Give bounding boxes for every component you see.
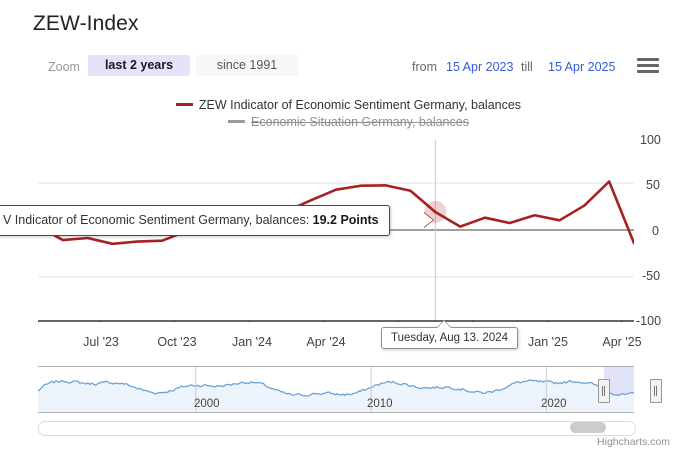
till-label: till xyxy=(521,60,533,74)
x-axis-tick-oct-23: Oct '23 xyxy=(157,335,197,349)
navigator-year-2000: 2000 xyxy=(194,398,220,410)
page-title: ZEW-Index xyxy=(33,12,139,35)
x-axis-tick-jan-24: Jan '24 xyxy=(232,335,272,349)
tooltip-pointer xyxy=(424,213,433,227)
point-tooltip: V Indicator of Economic Sentiment German… xyxy=(0,205,390,236)
legend-item-zew-indicator[interactable]: ZEW Indicator of Economic Sentiment Germ… xyxy=(0,97,697,114)
range-button-last-2-years[interactable]: last 2 years xyxy=(88,55,190,76)
y-axis-tick-0: 0 xyxy=(652,224,659,238)
navigator-handle-right[interactable] xyxy=(650,379,662,403)
credits-link[interactable]: Highcharts.com xyxy=(597,436,670,448)
navigator-handle-left[interactable] xyxy=(598,379,610,403)
y-axis-tick-100: 100 xyxy=(640,133,661,147)
y-axis-tick-minus-50: -50 xyxy=(642,269,661,283)
scrollbar-track[interactable] xyxy=(38,421,636,436)
x-axis-tick-jan-25: Jan '25 xyxy=(528,335,568,349)
till-date-input[interactable]: 15 Apr 2025 xyxy=(548,60,616,74)
legend-item-label: Economic Situation Germany, balances xyxy=(251,115,469,129)
tooltip-value: 19.2 Points xyxy=(312,213,379,227)
legend-item-label: ZEW Indicator of Economic Sentiment Germ… xyxy=(198,98,522,112)
legend-item-economic-situation[interactable]: Economic Situation Germany, balances xyxy=(0,114,697,131)
tooltip-series-text: V Indicator of Economic Sentiment German… xyxy=(3,213,313,227)
navigator-year-2010: 2010 xyxy=(367,398,393,410)
navigator[interactable] xyxy=(38,366,634,414)
navigator-year-2020: 2020 xyxy=(541,398,567,410)
zoom-label: Zoom xyxy=(48,60,80,74)
legend-swatch-icon xyxy=(228,120,246,124)
x-axis-tick-apr-25: Apr '25 xyxy=(602,335,642,349)
x-tooltip-pointer xyxy=(437,321,451,328)
scrollbar-thumb[interactable] xyxy=(570,422,606,433)
from-date-input[interactable]: 15 Apr 2023 xyxy=(446,60,514,74)
range-button-since-1991[interactable]: since 1991 xyxy=(196,55,298,76)
y-axis-tick-50: 50 xyxy=(646,178,660,192)
hamburger-menu-icon[interactable] xyxy=(637,57,659,75)
legend-swatch-icon xyxy=(175,103,193,107)
x-axis-tick-apr-24: Apr '24 xyxy=(306,335,346,349)
from-label: from xyxy=(412,60,437,74)
y-axis-tick-minus-100: -100 xyxy=(636,314,662,328)
x-axis-tick-jul-23: Jul '23 xyxy=(83,335,119,349)
x-axis-tooltip: Tuesday, Aug 13. 2024 xyxy=(381,327,519,349)
chart-legend: ZEW Indicator of Economic Sentiment Germ… xyxy=(0,97,697,131)
